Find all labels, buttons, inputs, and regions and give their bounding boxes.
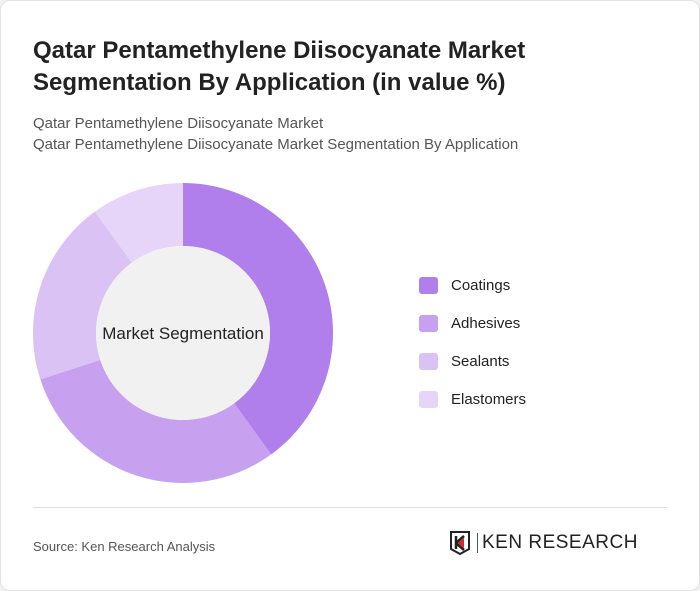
legend-label: Sealants — [451, 352, 510, 370]
ken-research-logo: KEN RESEARCH — [449, 531, 638, 555]
donut-hole — [96, 246, 270, 420]
legend-swatch — [419, 276, 438, 294]
legend-item-elastomers[interactable]: Elastomers — [419, 380, 526, 418]
divider — [33, 507, 667, 508]
slice-sealants[interactable] — [32, 211, 132, 380]
donut-chart: Market Segmentation — [32, 183, 333, 484]
ken-logo-icon — [450, 531, 470, 555]
legend-label: Adhesives — [451, 314, 521, 332]
legend-label: Coatings — [451, 276, 511, 294]
slice-elastomers[interactable] — [94, 183, 183, 263]
legend: Coatings Adhesives Sealants Elastomers — [419, 266, 526, 418]
legend-item-coatings[interactable]: Coatings — [419, 266, 526, 304]
source-text: Source: Ken Research Analysis — [33, 539, 216, 554]
subtitle-market: Qatar Pentamethylene Diisocyanate Market — [33, 115, 324, 132]
logo-text: KEN RESEARCH — [482, 532, 638, 553]
legend-label: Elastomers — [451, 390, 527, 408]
legend-swatch — [419, 390, 438, 408]
subtitle-segmentation: Qatar Pentamethylene Diisocyanate Market… — [33, 136, 519, 153]
slice-coatings[interactable] — [183, 183, 333, 455]
legend-item-sealants[interactable]: Sealants — [419, 342, 526, 380]
slice-adhesives[interactable] — [40, 359, 272, 484]
legend-swatch — [419, 352, 438, 370]
chart-title: Qatar Pentamethylene Diisocyanate Market… — [33, 37, 526, 96]
legend-item-adhesives[interactable]: Adhesives — [419, 304, 526, 342]
center-label: Market Segmentation — [102, 324, 264, 343]
legend-swatch — [419, 314, 438, 332]
logo-separator — [477, 533, 478, 553]
